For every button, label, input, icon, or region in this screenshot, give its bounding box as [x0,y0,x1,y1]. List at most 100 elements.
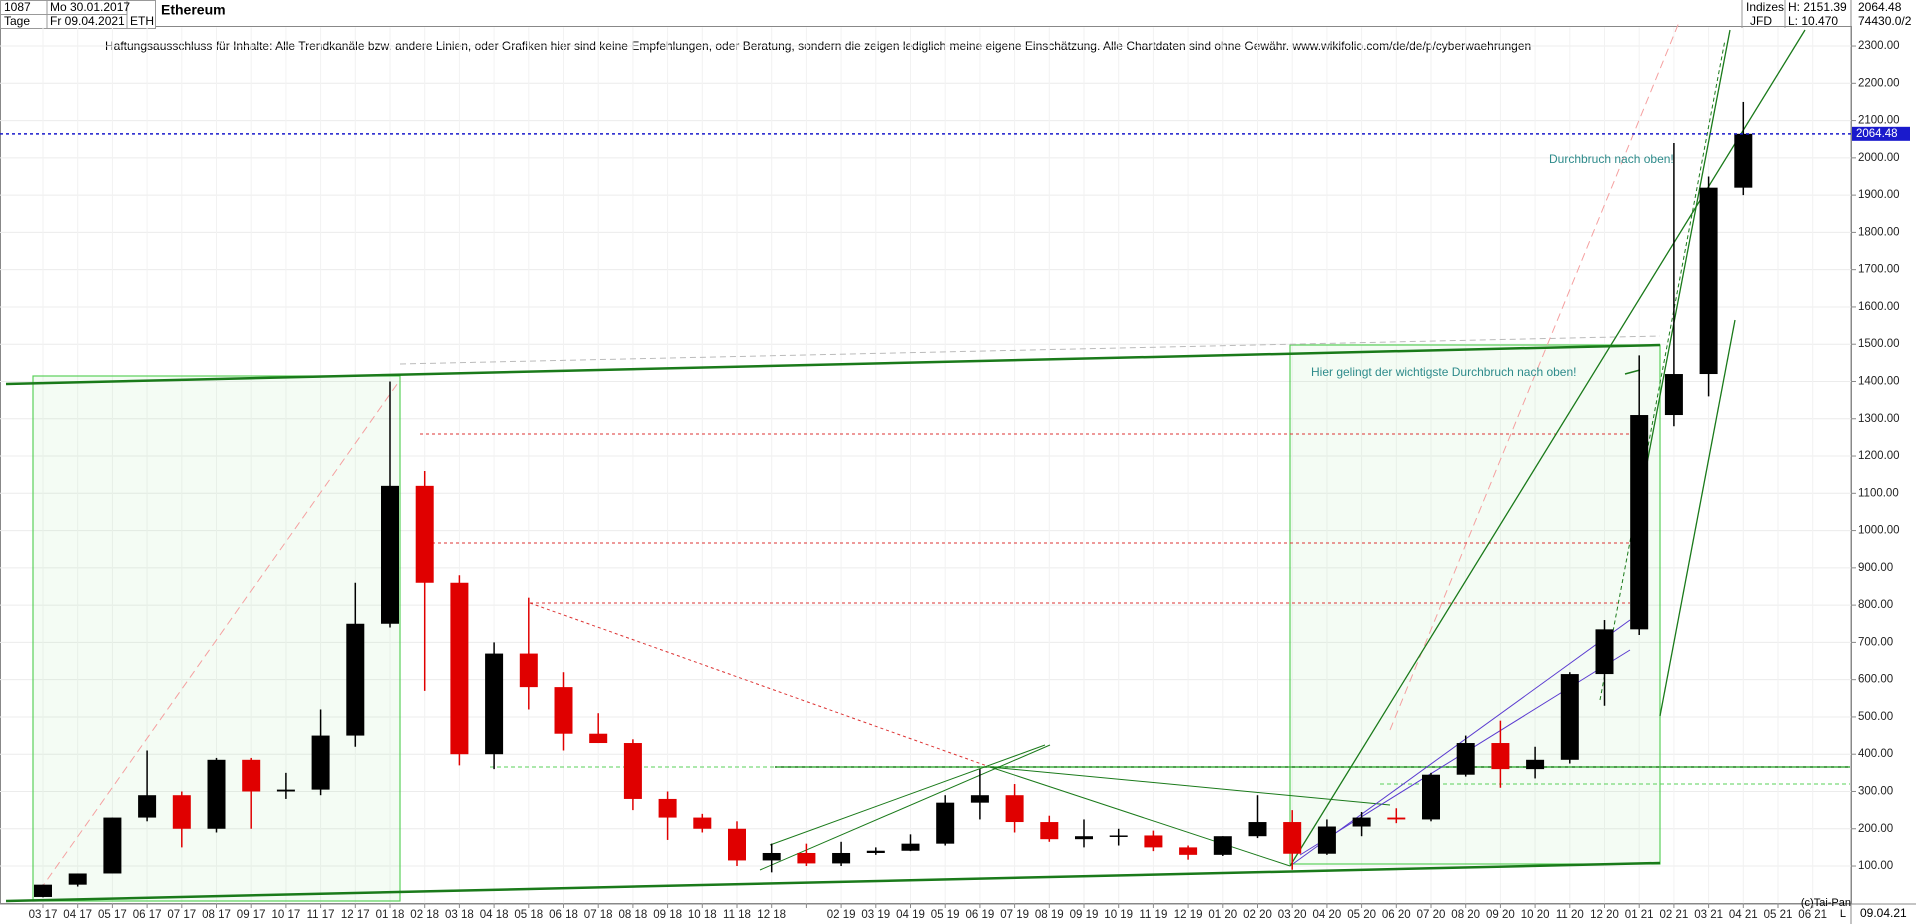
trend-line [39,379,401,891]
header-count: 1087 [4,0,31,14]
header-source: JFD [1750,14,1772,28]
trend-line [1659,319,1736,717]
x-tick-label: 04 17 [63,909,92,921]
candle-body [346,623,365,736]
annotation: Hier gelingt der wichtigste Durchbruch n… [1311,365,1576,379]
trend-line [1289,29,1806,867]
header: 1087 Mo 30.01.2017 Tage Fr 09.04.2021 ET… [0,0,1912,29]
candle-body [1387,817,1406,820]
candle-body [1317,826,1336,854]
candle-body [1734,133,1753,188]
x-tick-label: 06 17 [133,909,162,921]
x-tick-label: 10 18 [688,909,717,921]
x-tick-label: 03 21 [1694,909,1723,921]
x-tick-label: 05 19 [931,909,960,921]
y-tick-label: 2000.00 [1858,152,1900,164]
x-tick-label: 07 19 [1000,909,1029,921]
x-tick-label: 04 20 [1313,909,1342,921]
y-tick-label: 700.00 [1858,636,1893,648]
candle-body [1422,774,1440,820]
y-tick-label: 1800.00 [1858,226,1900,238]
candle-body [936,802,955,844]
candle-body [450,582,469,755]
footer-date: 09.04.21 [1860,906,1907,920]
candle-body [1699,187,1718,375]
candle-body [901,843,920,851]
y-tick-label: 500.00 [1858,711,1893,723]
x-tick-label: 05 17 [98,909,127,921]
chart-title: Ethereum [161,2,226,18]
y-tick-label: 1600.00 [1858,301,1900,313]
candle-body [1595,629,1614,675]
x-tick-label: 12 19 [1174,909,1203,921]
y-tick-label: 1900.00 [1858,189,1900,201]
candle-body [1491,743,1510,770]
candle-body [728,828,746,861]
annotation-arrow [1624,369,1641,375]
header-symbol: ETH [130,14,154,28]
header-last: 2064.48 [1858,0,1902,14]
y-tick-label: 1000.00 [1858,525,1900,537]
candle-body [207,759,226,829]
x-tick-label: 09 20 [1486,909,1515,921]
x-tick-label: 04 19 [896,909,925,921]
y-tick-label: 2200.00 [1858,77,1900,89]
candle-body [797,852,816,864]
candle-body [1005,795,1024,823]
header-volume: 74430.0/2 [1858,14,1912,28]
trend-line [1639,29,1731,501]
candle-body [485,653,504,755]
candle-body [1630,415,1649,630]
candle-body [693,817,712,829]
x-tick-label: 09 17 [237,909,266,921]
trend-line [1389,19,1681,731]
annotation: Durchbruch nach oben! [1549,152,1674,166]
x-tick-label: 03 19 [861,909,890,921]
candle-body [970,795,989,803]
y-tick-label: 1100.00 [1858,487,1899,499]
candle-body [1352,817,1371,827]
candle-body [1283,822,1302,854]
x-tick-label: 05 20 [1347,909,1376,921]
y-tick-label: 2300.00 [1858,40,1900,52]
trend-line [989,766,1391,806]
x-tick-label: 06 18 [549,909,578,921]
x-tick-label: 12 17 [341,909,370,921]
x-tick-label: 11 20 [1556,909,1584,921]
header-source-group: Indizes [1746,0,1784,14]
x-tick-label: 04 21 [1729,909,1758,921]
candle-body [172,795,191,829]
candle-body [1456,743,1475,775]
x-tick-label: 02 20 [1243,909,1272,921]
x-tick-label: 07 17 [167,909,196,921]
last-price-label: 2064.48 [1856,128,1898,140]
y-tick-label: 300.00 [1858,786,1893,798]
trend-line [5,861,1661,903]
candle-body [1664,374,1683,416]
x-tick-label: 10 19 [1104,909,1133,921]
x-tick-label: 01 20 [1208,909,1237,921]
y-tick-label: 1200.00 [1858,450,1900,462]
candle-body [68,873,87,885]
trend-line [5,343,1661,386]
candle-body [1248,822,1267,837]
zone-box [1289,344,1661,865]
candle-body [519,653,538,688]
x-tick-label: 08 17 [202,909,231,921]
x-tick-label: 07 18 [584,909,613,921]
x-tick-label: 03 20 [1278,909,1307,921]
candle-body [1075,836,1093,840]
y-tick-label: 1300.00 [1858,413,1900,425]
x-tick-label: 05 21 [1764,909,1793,921]
candle-body [381,485,399,624]
x-tick-label: 12 18 [757,909,786,921]
candle-body [832,852,851,864]
x-tick-label: 01 21 [1625,909,1654,921]
y-tick-label: 1500.00 [1858,338,1900,350]
header-period: Tage [4,14,30,28]
header-start: Mo 30.01.2017 [50,0,130,14]
candle-body [762,852,781,861]
candle-body [554,687,573,734]
candle-body [1526,759,1545,770]
